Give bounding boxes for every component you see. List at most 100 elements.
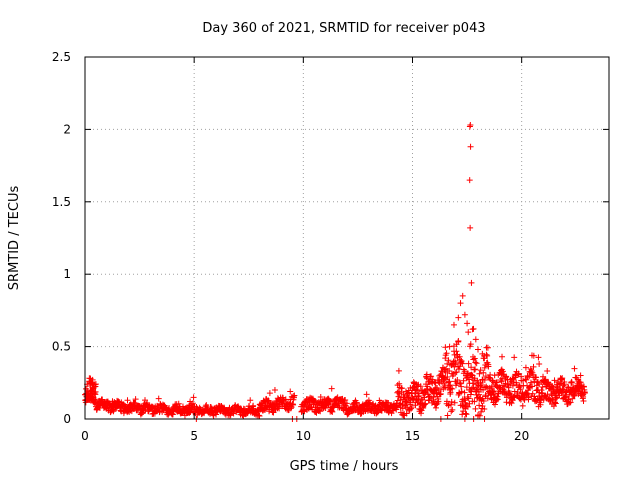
data-point bbox=[504, 376, 511, 383]
data-point bbox=[484, 352, 491, 359]
data-point bbox=[449, 385, 456, 392]
data-point bbox=[580, 398, 587, 405]
data-point-peak bbox=[450, 321, 457, 328]
data-point bbox=[459, 360, 466, 367]
data-point bbox=[408, 404, 415, 411]
data-point bbox=[552, 400, 559, 407]
data-point bbox=[453, 348, 460, 355]
data-point bbox=[449, 406, 456, 413]
data-point-peak bbox=[472, 336, 479, 343]
data-point bbox=[533, 374, 540, 381]
data-point bbox=[91, 390, 98, 397]
data-point bbox=[573, 386, 580, 393]
data-point bbox=[255, 412, 262, 419]
data-point-peak bbox=[479, 350, 486, 357]
data-point bbox=[445, 357, 452, 364]
data-point bbox=[558, 390, 565, 397]
data-point bbox=[499, 368, 506, 375]
y-tick-label: 0 bbox=[63, 412, 71, 426]
data-point bbox=[527, 379, 534, 386]
data-point bbox=[468, 364, 475, 371]
data-point bbox=[455, 337, 462, 344]
data-point bbox=[428, 373, 435, 380]
data-point bbox=[447, 382, 454, 389]
data-point bbox=[559, 375, 566, 382]
data-point bbox=[478, 408, 485, 415]
data-point-peak bbox=[475, 346, 481, 353]
data-point bbox=[498, 378, 505, 385]
data-point bbox=[500, 389, 507, 396]
data-point bbox=[414, 387, 421, 394]
data-point bbox=[567, 399, 574, 406]
data-point bbox=[471, 375, 478, 382]
data-point bbox=[412, 387, 419, 394]
data-point bbox=[395, 367, 402, 374]
data-point-peak bbox=[467, 224, 474, 231]
plot-frame bbox=[84, 56, 610, 420]
data-point bbox=[290, 401, 297, 408]
data-point bbox=[480, 369, 487, 376]
data-point bbox=[571, 365, 578, 372]
data-point bbox=[403, 410, 410, 417]
data-point bbox=[456, 353, 463, 360]
data-point-peak bbox=[536, 360, 543, 367]
data-point bbox=[530, 363, 537, 370]
y-axis-label: SRMTID / TECUs bbox=[7, 186, 22, 291]
data-point bbox=[422, 400, 429, 407]
data-point bbox=[522, 364, 529, 371]
data-point bbox=[491, 388, 498, 395]
data-point-peak bbox=[287, 388, 294, 395]
data-point-peak bbox=[455, 314, 462, 321]
data-point-peak bbox=[457, 300, 464, 307]
data-point bbox=[447, 385, 454, 392]
data-point bbox=[509, 375, 516, 382]
data-point bbox=[476, 370, 483, 377]
x-axis-label: GPS time / hours bbox=[290, 459, 399, 474]
data-point bbox=[481, 406, 488, 413]
data-point bbox=[524, 373, 531, 380]
data-point bbox=[486, 374, 493, 381]
data-point bbox=[467, 341, 474, 348]
data-point-peak bbox=[459, 292, 466, 299]
data-point-peak bbox=[467, 143, 474, 150]
data-point bbox=[132, 396, 139, 403]
data-point-peak bbox=[89, 376, 96, 383]
data-point bbox=[553, 395, 560, 402]
data-point bbox=[467, 391, 474, 398]
data-point bbox=[342, 396, 349, 403]
data-point bbox=[489, 378, 496, 385]
data-point bbox=[485, 363, 492, 370]
data-point bbox=[444, 412, 451, 419]
data-point bbox=[483, 351, 490, 358]
data-point-peak bbox=[468, 279, 475, 286]
data-point bbox=[493, 379, 500, 386]
data-point bbox=[343, 400, 350, 407]
data-point bbox=[484, 344, 491, 351]
data-point bbox=[477, 367, 484, 374]
data-point bbox=[247, 397, 254, 404]
data-point bbox=[465, 376, 472, 383]
data-point bbox=[465, 360, 472, 367]
y-tick-label: 1.5 bbox=[52, 195, 71, 209]
data-point bbox=[577, 379, 584, 386]
data-point bbox=[448, 398, 455, 405]
data-point bbox=[92, 381, 99, 388]
data-point bbox=[466, 400, 473, 407]
data-point bbox=[432, 404, 439, 411]
data-point bbox=[256, 412, 263, 419]
data-point bbox=[478, 381, 485, 388]
data-point bbox=[443, 350, 450, 357]
data-point bbox=[416, 390, 423, 397]
data-point bbox=[453, 369, 460, 376]
data-point-peak bbox=[499, 353, 506, 360]
data-point bbox=[291, 392, 298, 399]
data-point bbox=[446, 367, 453, 374]
data-point bbox=[508, 400, 515, 407]
x-tick-label: 15 bbox=[405, 429, 420, 443]
data-point bbox=[551, 377, 558, 384]
data-point bbox=[448, 408, 455, 415]
data-point bbox=[446, 378, 453, 385]
data-point bbox=[461, 389, 468, 396]
data-point bbox=[472, 366, 479, 373]
